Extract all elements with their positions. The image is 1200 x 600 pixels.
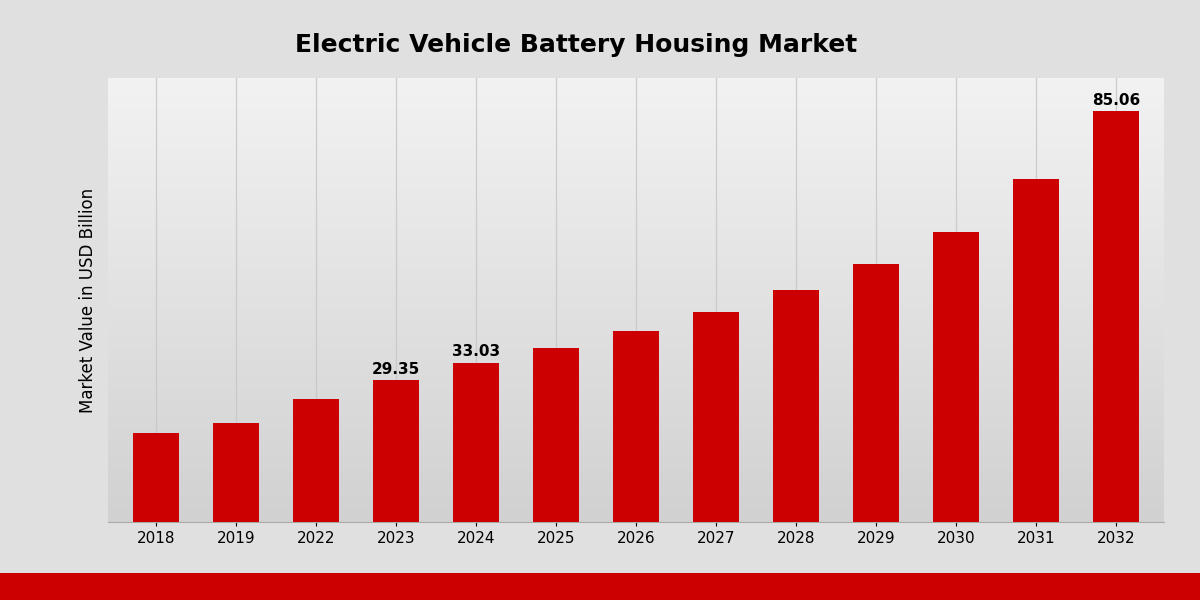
Bar xyxy=(533,348,580,522)
Text: 29.35: 29.35 xyxy=(372,362,420,377)
Bar xyxy=(932,232,979,522)
Bar xyxy=(853,264,899,522)
Bar xyxy=(212,423,259,522)
Bar xyxy=(1093,112,1139,522)
Bar xyxy=(692,312,739,522)
Bar xyxy=(773,290,820,522)
Bar xyxy=(1013,179,1060,522)
Text: 85.06: 85.06 xyxy=(1092,93,1140,108)
Text: 33.03: 33.03 xyxy=(452,344,500,359)
Bar xyxy=(452,362,499,522)
Y-axis label: Market Value in USD Billion: Market Value in USD Billion xyxy=(79,187,97,413)
Bar xyxy=(373,380,419,522)
Bar xyxy=(133,433,179,522)
Bar xyxy=(293,399,340,522)
Text: Electric Vehicle Battery Housing Market: Electric Vehicle Battery Housing Market xyxy=(295,33,857,57)
Bar xyxy=(613,331,659,522)
